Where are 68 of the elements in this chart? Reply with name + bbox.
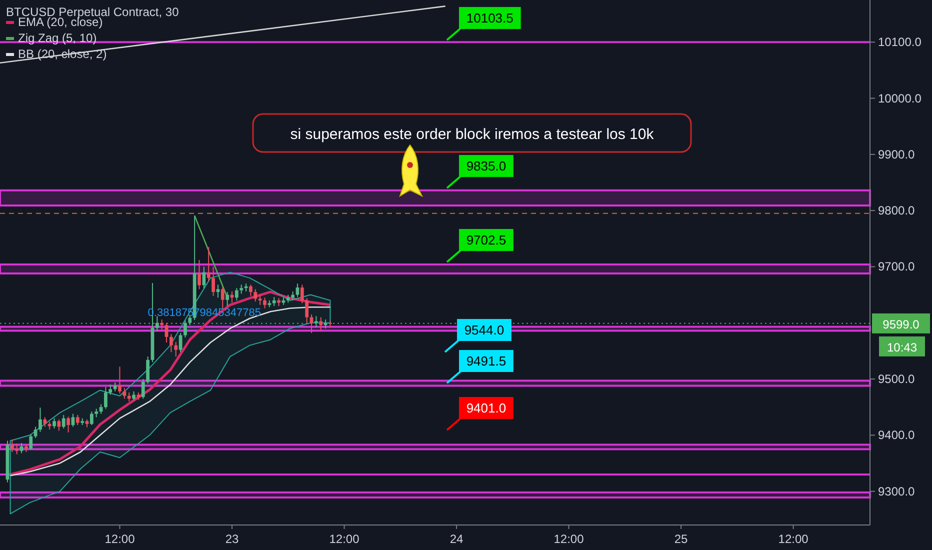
candlestick <box>220 286 224 310</box>
annotation: si superamos este order block iremos a testear los 10k <box>290 126 654 143</box>
annotation: 9835.0 <box>466 158 506 174</box>
candlestick <box>160 318 164 330</box>
candlestick <box>300 284 304 304</box>
candlestick <box>263 297 266 309</box>
candlestick <box>212 266 215 296</box>
y-tick-label: 10000.0 <box>878 91 922 106</box>
x-tick-label: 25 <box>674 532 688 546</box>
y-tick-label: 9900.0 <box>878 147 916 162</box>
candlestick <box>29 434 33 450</box>
candlestick <box>10 439 14 453</box>
annotation: 9544.0 <box>464 322 504 338</box>
y-tick-label: 9500.0 <box>878 372 916 386</box>
candlestick <box>38 407 42 432</box>
candlestick <box>296 283 300 298</box>
y-tick-label: 9400.0 <box>878 428 916 442</box>
candlestick <box>198 259 201 290</box>
candlestick <box>76 414 80 426</box>
annotation: 9702.5 <box>466 232 506 248</box>
candlestick <box>66 416 70 433</box>
annotation: 10103.5 <box>466 10 514 26</box>
candlestick <box>15 443 19 455</box>
candlestick <box>118 366 122 394</box>
y-tick-label: 9800.0 <box>878 204 916 218</box>
x-tick-label: 24 <box>450 532 464 546</box>
candlestick <box>226 291 230 307</box>
candlestick <box>155 316 159 332</box>
x-tick-label: 12:00 <box>329 532 360 546</box>
y-tick-label: 9300.0 <box>878 484 916 498</box>
candlestick <box>169 334 173 353</box>
annotation: 9401.0 <box>466 400 506 416</box>
candlestick <box>314 316 318 328</box>
candlestick <box>319 316 323 332</box>
candlestick <box>310 314 314 334</box>
candlestick <box>216 284 220 298</box>
candlestick <box>52 418 56 429</box>
candlestick <box>90 411 94 426</box>
x-tick-label: 12:00 <box>554 532 584 546</box>
candlestick <box>146 356 150 384</box>
candlestick <box>34 426 38 438</box>
x-tick-label: 23 <box>225 532 239 546</box>
y-tick-label: 10100.0 <box>878 35 922 50</box>
candlestick <box>305 298 309 324</box>
candlestick <box>141 378 145 400</box>
text: 10:43 <box>886 340 918 354</box>
candlestick <box>202 266 206 289</box>
candlestick <box>174 341 178 358</box>
annotation: 9491.5 <box>466 354 506 368</box>
x-tick-label: 12:00 <box>778 532 809 546</box>
candlestick <box>254 288 258 302</box>
candlestick <box>108 384 112 396</box>
x-tick-label: 12:00 <box>104 532 136 546</box>
candlestick <box>164 322 168 344</box>
candlestick <box>62 414 66 429</box>
candlestick <box>249 284 252 296</box>
candlestick <box>104 386 108 410</box>
candlestick <box>184 320 187 338</box>
candlestick <box>57 418 61 432</box>
ref-line-label: 9599.0 <box>882 317 920 332</box>
y-tick-label: 9700.0 <box>878 260 916 274</box>
candlestick <box>43 416 47 428</box>
candlestick <box>122 387 126 400</box>
candlestick <box>71 413 75 428</box>
candlestick <box>178 332 182 353</box>
candlestick <box>234 288 238 301</box>
candlestick <box>206 246 210 282</box>
candlestick <box>258 294 262 306</box>
